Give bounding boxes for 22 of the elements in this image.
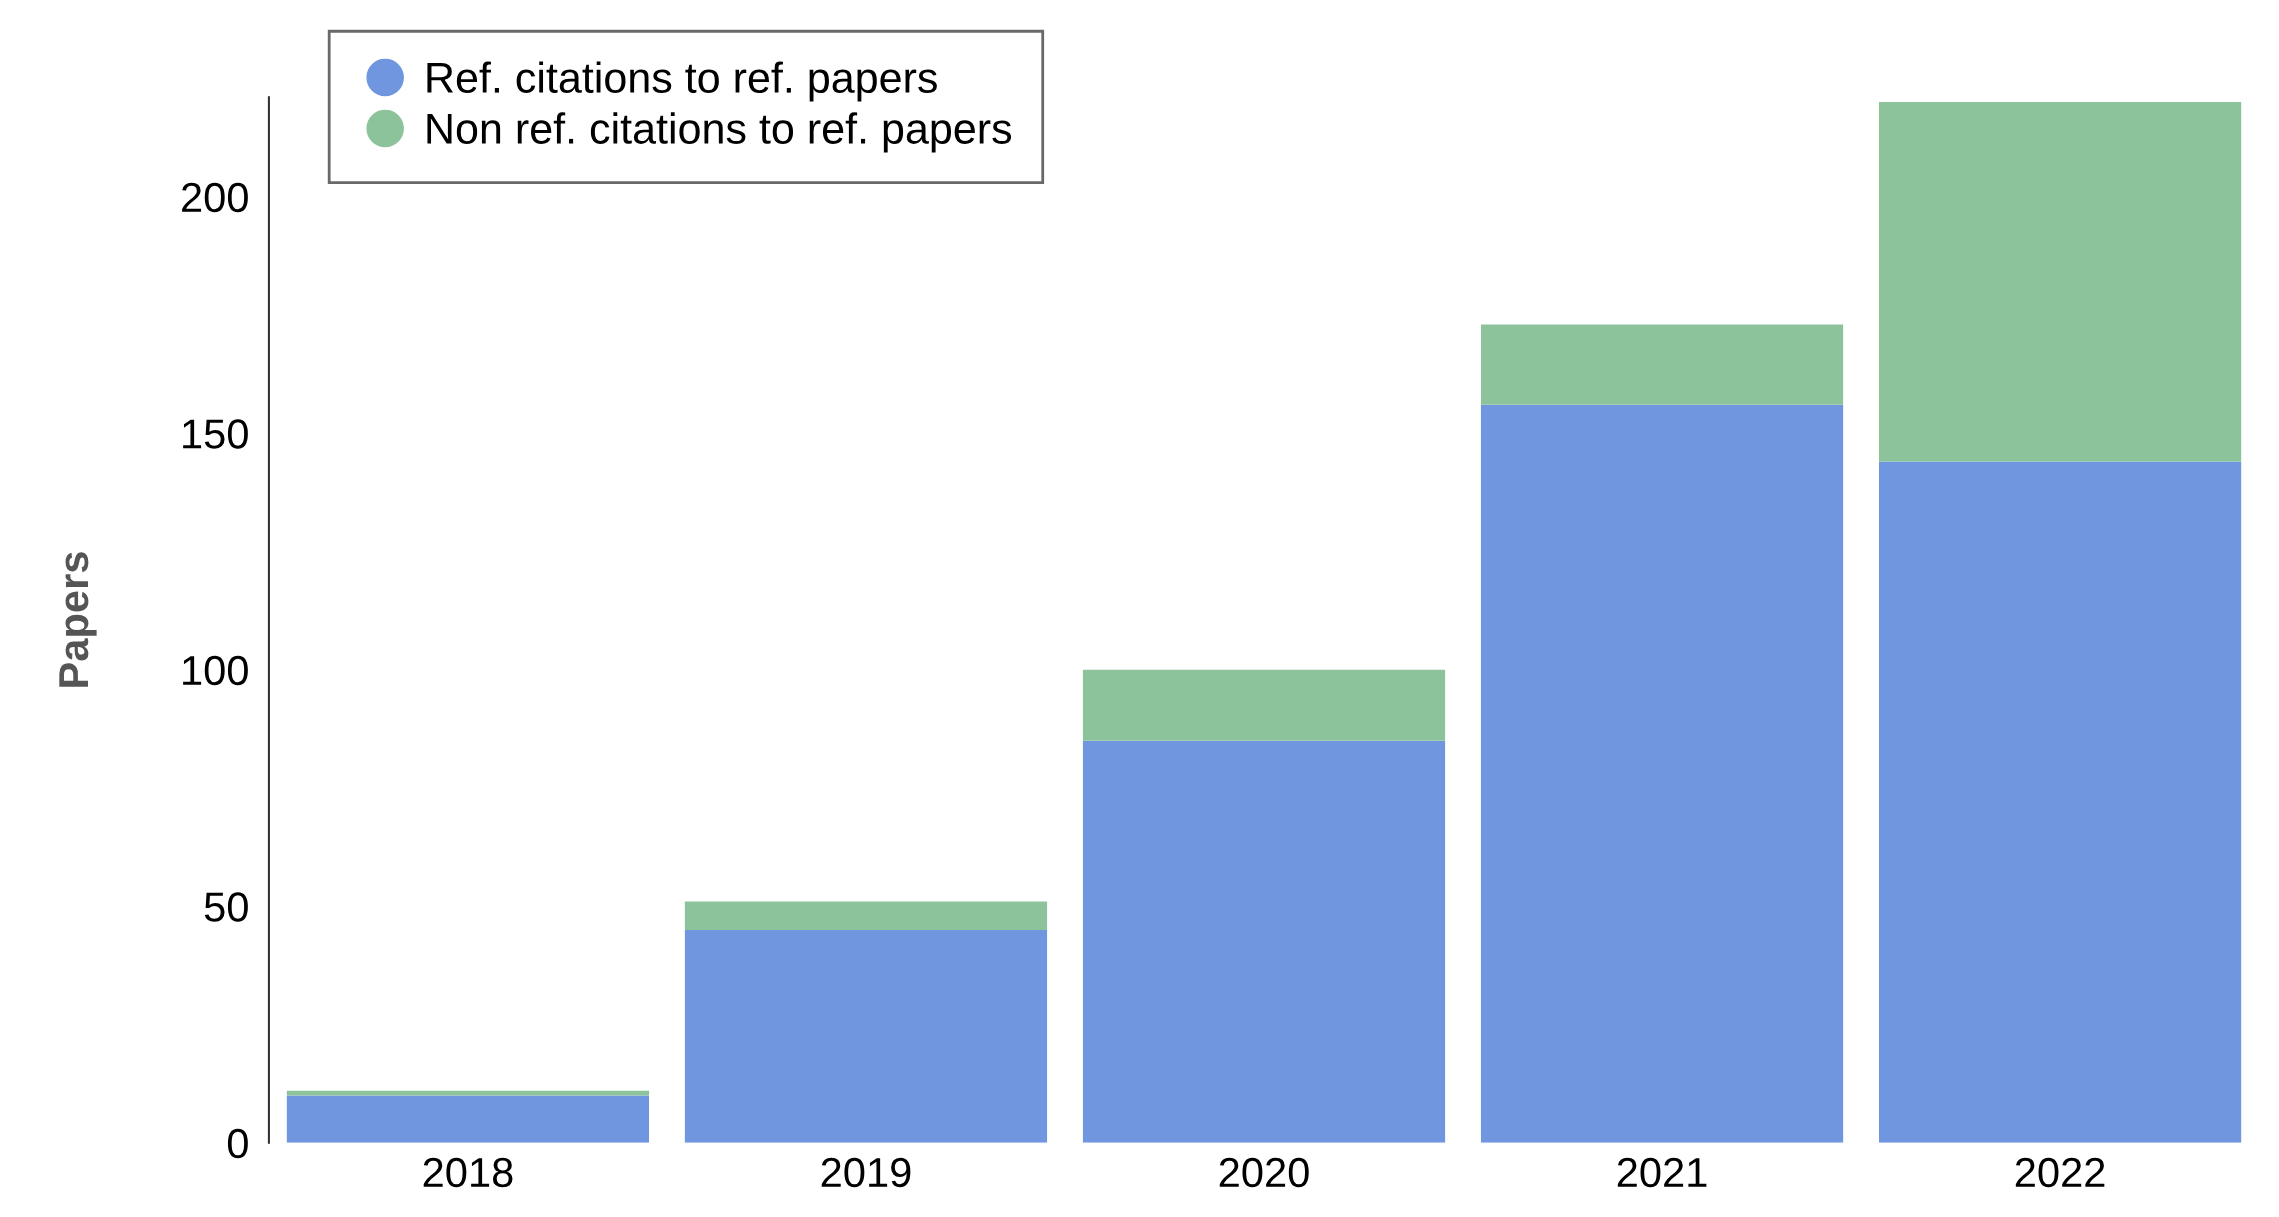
x-tick-label: 2020 bbox=[1219, 1157, 1309, 1188]
bar bbox=[1878, 461, 2242, 1143]
bar bbox=[1082, 669, 1446, 741]
x-tick-label: 2019 bbox=[821, 1157, 911, 1188]
legend-label: Non ref. citations to ref. papers bbox=[427, 112, 1012, 153]
bar bbox=[684, 929, 1048, 1143]
y-tick-label: 100 bbox=[183, 655, 248, 686]
y-tick-label: 0 bbox=[227, 1128, 248, 1159]
y-tick-label: 50 bbox=[204, 892, 248, 922]
bar bbox=[1480, 324, 1844, 405]
y-axis-title: Papers bbox=[59, 552, 97, 687]
y-tick-label: 150 bbox=[183, 419, 248, 449]
bar bbox=[684, 901, 1048, 930]
x-tick-label: 2018 bbox=[423, 1157, 513, 1188]
y-tick-label: 200 bbox=[182, 182, 248, 213]
x-tick-label: 2021 bbox=[1617, 1157, 1707, 1188]
bar bbox=[1480, 404, 1844, 1143]
x-tick-label: 2022 bbox=[2015, 1157, 2105, 1188]
bar bbox=[1878, 102, 2242, 462]
legend-label: Ref. citations to ref. papers bbox=[427, 61, 937, 102]
bar bbox=[286, 1095, 650, 1143]
bar bbox=[1082, 740, 1446, 1143]
